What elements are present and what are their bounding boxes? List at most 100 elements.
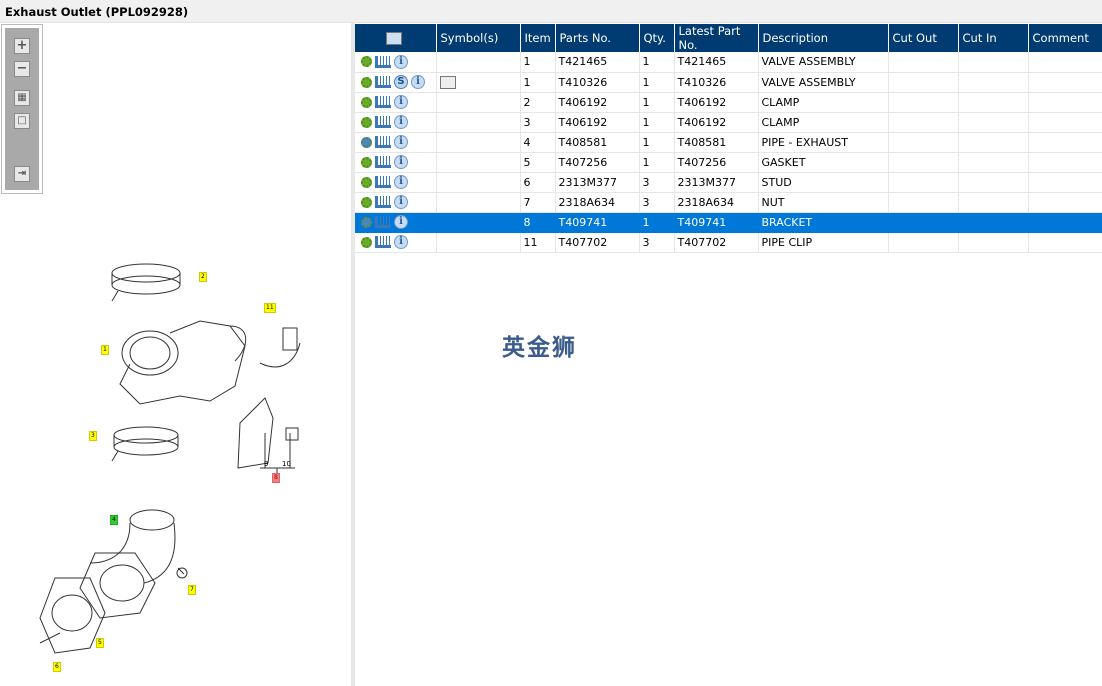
cell-cut_out — [888, 112, 959, 133]
row-actions: i — [355, 92, 437, 113]
cell-cut_in — [958, 212, 1029, 233]
info-icon[interactable]: i — [394, 115, 408, 129]
callout-11[interactable]: 11 — [264, 303, 276, 313]
column-header[interactable]: Item — [520, 24, 556, 52]
fit-page-button[interactable]: ▦ — [14, 90, 30, 106]
search-catalog-icon[interactable] — [385, 32, 402, 45]
gear-icon[interactable] — [361, 96, 372, 108]
diagram-panel[interactable]: 2 11 1 3 9 10 8 4 7 5 6 — [0, 23, 351, 686]
cell-comment — [1028, 152, 1102, 173]
cell-item: 7 — [520, 192, 556, 213]
gear-icon[interactable] — [361, 56, 372, 68]
gear-icon[interactable] — [361, 176, 372, 188]
cell-comment — [1028, 212, 1102, 233]
cart-icon[interactable] — [375, 236, 391, 248]
info-icon[interactable]: i — [394, 215, 408, 229]
cell-qty: 3 — [639, 232, 675, 253]
callout-8[interactable]: 8 — [272, 473, 280, 483]
table-row[interactable]: i 8 T409741 1 T409741 BRACKET — [355, 212, 1102, 233]
gear-icon[interactable] — [361, 116, 372, 128]
cart-icon[interactable] — [375, 216, 391, 228]
callout-6[interactable]: 6 — [53, 662, 61, 672]
column-header[interactable]: Cut In — [958, 24, 1029, 52]
cell-cut_out — [888, 52, 959, 73]
column-header[interactable]: Qty. — [639, 24, 675, 52]
cell-latest: 2318A634 — [674, 192, 759, 213]
cell-desc: NUT — [758, 192, 889, 213]
cell-qty: 3 — [639, 172, 675, 193]
gear-icon[interactable] — [361, 236, 372, 248]
service-icon[interactable]: S — [394, 75, 408, 89]
table-row[interactable]: i 5 T407256 1 T407256 GASKET — [355, 152, 1102, 173]
table-row[interactable]: i 7 2318A634 3 2318A634 NUT — [355, 192, 1102, 213]
column-header[interactable]: Description — [758, 24, 889, 52]
callout-10[interactable]: 10 — [282, 460, 291, 468]
info-icon[interactable]: i — [394, 235, 408, 249]
info-icon[interactable]: i — [394, 195, 408, 209]
cart-icon[interactable] — [375, 76, 391, 88]
cart-icon[interactable] — [375, 136, 391, 148]
table-row[interactable]: i 6 2313M377 3 2313M377 STUD — [355, 172, 1102, 193]
column-header[interactable]: Latest Part No. — [674, 24, 759, 52]
row-actions: i — [355, 132, 437, 153]
gears-icon[interactable] — [361, 136, 372, 148]
callout-9[interactable]: 9 — [264, 460, 269, 468]
cart-icon[interactable] — [375, 176, 391, 188]
info-icon[interactable]: i — [394, 54, 408, 69]
actual-size-button[interactable]: □ — [14, 113, 30, 129]
zoom-out-button[interactable]: − — [14, 61, 30, 77]
cell-symbol — [436, 232, 521, 253]
cart-icon[interactable] — [375, 116, 391, 128]
kit-icon[interactable] — [361, 216, 372, 228]
cell-qty: 1 — [639, 72, 675, 93]
callout-4[interactable]: 4 — [110, 515, 118, 525]
table-row[interactable]: i 11 T407702 3 T407702 PIPE CLIP — [355, 232, 1102, 253]
info-icon[interactable]: i — [394, 95, 408, 109]
cell-comment — [1028, 232, 1102, 253]
info-icon[interactable]: i — [394, 155, 408, 169]
cell-part: T409741 — [555, 212, 640, 233]
cell-cut_in — [958, 152, 1029, 173]
table-row[interactable]: i 1 T421465 1 T421465 VALVE ASSEMBLY — [355, 52, 1102, 73]
toggle-panel-button[interactable]: ⇥ — [14, 166, 30, 182]
column-header[interactable]: Comment — [1028, 24, 1102, 52]
callout-2[interactable]: 2 — [199, 272, 207, 282]
info-icon[interactable]: i — [411, 75, 425, 89]
callout-1[interactable]: 1 — [101, 345, 109, 355]
cart-icon[interactable] — [375, 55, 391, 68]
column-header[interactable]: Symbol(s) — [436, 24, 521, 52]
row-actions: i — [355, 112, 437, 133]
row-actions: i — [355, 232, 437, 253]
column-header[interactable]: Cut Out — [888, 24, 959, 52]
callout-3[interactable]: 3 — [89, 431, 97, 441]
cell-desc: VALVE ASSEMBLY — [758, 72, 889, 93]
info-icon[interactable]: i — [394, 175, 408, 189]
cell-part: 2318A634 — [555, 192, 640, 213]
column-header[interactable]: Parts No. — [555, 24, 640, 52]
table-row[interactable]: i 4 T408581 1 T408581 PIPE - EXHAUST — [355, 132, 1102, 153]
table-row[interactable]: i 3 T406192 1 T406192 CLAMP — [355, 112, 1102, 133]
cell-cut_out — [888, 192, 959, 213]
cell-symbol — [436, 92, 521, 113]
gear-icon[interactable] — [361, 156, 372, 168]
panel-splitter[interactable] — [351, 23, 355, 686]
cell-cut_out — [888, 152, 959, 173]
cell-desc: GASKET — [758, 152, 889, 173]
cell-part: T421465 — [555, 52, 640, 73]
cart-icon[interactable] — [375, 196, 391, 208]
cell-cut_out — [888, 132, 959, 153]
info-icon[interactable]: i — [394, 135, 408, 149]
gear-icon[interactable] — [361, 76, 372, 88]
column-header-search[interactable] — [355, 24, 437, 52]
callout-7[interactable]: 7 — [188, 585, 196, 595]
callout-5[interactable]: 5 — [96, 638, 104, 648]
cell-latest: T409741 — [674, 212, 759, 233]
book-icon[interactable] — [439, 75, 456, 89]
gear-icon[interactable] — [361, 196, 372, 208]
cart-icon[interactable] — [375, 96, 391, 108]
zoom-in-button[interactable]: + — [14, 38, 30, 54]
table-row[interactable]: i 2 T406192 1 T406192 CLAMP — [355, 92, 1102, 113]
cart-icon[interactable] — [375, 156, 391, 168]
cell-part: T408581 — [555, 132, 640, 153]
